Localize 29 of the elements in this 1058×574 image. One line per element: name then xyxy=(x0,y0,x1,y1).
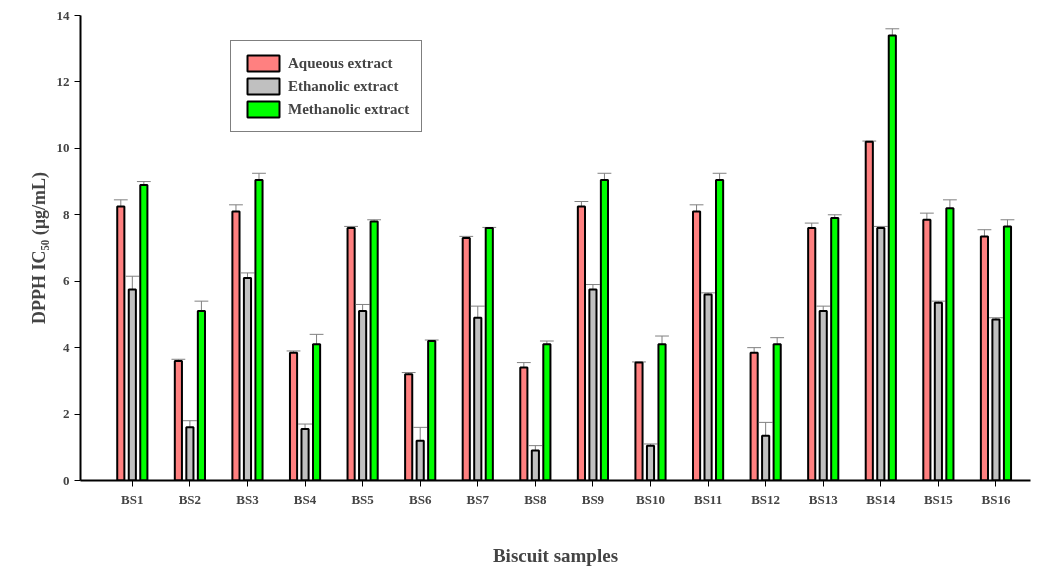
x-tick-label: BS1 xyxy=(121,491,144,507)
x-tick-label: BS13 xyxy=(808,491,839,507)
y-tick-label: 8 xyxy=(63,206,70,222)
legend-label: Aqueous extract xyxy=(288,54,393,72)
y-tick-label: 10 xyxy=(56,140,70,156)
y-tick-label: 12 xyxy=(56,73,70,89)
x-tick-label: BS6 xyxy=(409,491,432,507)
legend-label: Ethanolic extract xyxy=(288,77,399,95)
x-tick-label: BS16 xyxy=(981,491,1011,507)
x-tick-label: BS12 xyxy=(751,491,781,507)
y-tick-label: 6 xyxy=(63,273,70,289)
x-tick-label: BS4 xyxy=(293,491,317,507)
x-tick-label: BS7 xyxy=(466,491,490,507)
y-tick-label: 14 xyxy=(56,7,70,23)
x-tick-label: BS8 xyxy=(524,491,548,507)
x-tick-label: BS15 xyxy=(923,491,954,507)
y-tick-label: 4 xyxy=(63,339,70,355)
x-tick-label: BS3 xyxy=(236,491,260,507)
y-axis-title: DPPH IC₅₀ (µg/mL) xyxy=(28,171,50,325)
x-tick-label: BS10 xyxy=(636,491,665,507)
x-tick-label: BS9 xyxy=(581,491,605,507)
legend-label: Methanolic extract xyxy=(288,100,410,118)
x-tick-label: BS11 xyxy=(693,491,723,507)
y-tick-label: 0 xyxy=(63,472,70,488)
x-tick-label: BS5 xyxy=(351,491,375,507)
y-tick-label: 2 xyxy=(63,406,70,422)
x-tick-label: BS14 xyxy=(866,491,896,507)
x-tick-label: BS2 xyxy=(178,491,202,507)
x-axis-title: Biscuit samples xyxy=(492,544,619,566)
